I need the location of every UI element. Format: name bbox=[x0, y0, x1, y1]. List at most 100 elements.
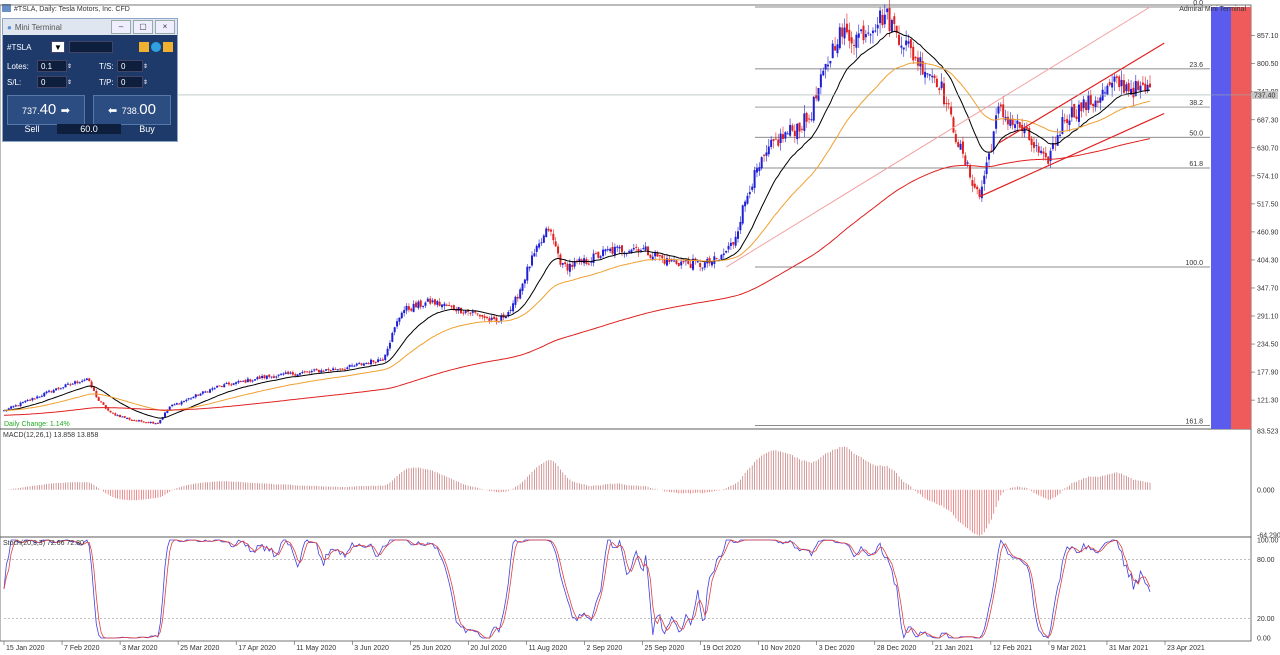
candle-body bbox=[803, 113, 806, 131]
candle-body bbox=[542, 235, 545, 243]
buy-price-box[interactable]: ⬅ 738.00 bbox=[93, 95, 171, 125]
restore-icon[interactable]: ▢ bbox=[133, 20, 153, 34]
close-icon[interactable]: × bbox=[155, 20, 175, 34]
candle-body bbox=[886, 8, 889, 13]
candle-body bbox=[199, 393, 202, 396]
date-tick-label: 15 Jan 2020 bbox=[6, 645, 45, 652]
candle-body bbox=[1025, 127, 1028, 129]
candle-body bbox=[391, 332, 394, 342]
mini-terminal[interactable]: ● Mini Terminal – ▢ × #TSLA ▼ Lotes: 0.1… bbox=[2, 18, 178, 142]
candle-body bbox=[478, 314, 481, 317]
candle-body bbox=[649, 254, 652, 258]
sell-arrow-icon: ➡ bbox=[60, 105, 70, 117]
candle-body bbox=[100, 401, 103, 403]
candle-body bbox=[104, 405, 107, 409]
lots-input[interactable]: 0.1 bbox=[37, 60, 67, 72]
trend-line[interactable] bbox=[725, 6, 1151, 268]
candle-body bbox=[992, 131, 995, 151]
minimize-icon[interactable]: – bbox=[111, 20, 131, 34]
sell-button[interactable]: Sell bbox=[24, 124, 40, 134]
candle-body bbox=[156, 422, 159, 424]
candle-body bbox=[578, 258, 581, 262]
candle-body bbox=[216, 385, 219, 388]
sell-price-box[interactable]: 737.40 ➡ bbox=[7, 95, 85, 125]
candle-body bbox=[341, 368, 344, 370]
candle-body bbox=[1075, 116, 1078, 119]
tp-stepper[interactable]: ⇕ bbox=[143, 79, 149, 86]
mini-terminal-titlebar[interactable]: ● Mini Terminal – ▢ × bbox=[3, 19, 177, 35]
candle-body bbox=[116, 415, 119, 417]
candle-body bbox=[523, 279, 526, 284]
candle-body bbox=[362, 363, 365, 366]
candle-body bbox=[346, 367, 349, 370]
candle-body bbox=[232, 383, 235, 385]
symbol-input[interactable] bbox=[69, 41, 113, 53]
alert-icon[interactable] bbox=[163, 42, 173, 52]
candle-body bbox=[452, 305, 455, 310]
candle-body bbox=[268, 374, 271, 377]
candle-body bbox=[549, 229, 552, 232]
candle-body bbox=[1068, 120, 1071, 126]
candle-body bbox=[26, 400, 29, 402]
tp-input[interactable]: 0 bbox=[117, 76, 143, 88]
candle-body bbox=[481, 314, 484, 317]
candle-body bbox=[1028, 127, 1031, 140]
candle-body bbox=[360, 363, 363, 365]
sl-stepper[interactable]: ⇕ bbox=[67, 79, 73, 86]
candle-body bbox=[448, 304, 451, 306]
candle-body bbox=[853, 44, 856, 46]
date-tick-label: 12 Feb 2021 bbox=[993, 645, 1032, 652]
candle-body bbox=[426, 298, 429, 302]
symbol-dropdown[interactable]: ▼ bbox=[51, 41, 65, 53]
candle-body bbox=[237, 381, 240, 383]
candle-body bbox=[507, 312, 510, 317]
candle-body bbox=[1113, 76, 1116, 82]
candle-body bbox=[1125, 84, 1128, 92]
daily-change-label: Daily Change: 1.14% bbox=[4, 421, 70, 428]
candle-body bbox=[616, 246, 619, 248]
candle-body bbox=[445, 304, 448, 306]
candle-body bbox=[630, 249, 633, 253]
candle-body bbox=[926, 73, 929, 75]
buy-button[interactable]: Buy bbox=[139, 124, 155, 134]
candle-body bbox=[24, 400, 27, 403]
candle-body bbox=[602, 249, 605, 257]
candle-body bbox=[834, 46, 837, 51]
candle-body bbox=[1108, 82, 1111, 86]
candle-body bbox=[464, 311, 467, 313]
channel-upper-line[interactable] bbox=[998, 42, 1165, 144]
candle-body bbox=[358, 363, 361, 365]
candle-body bbox=[599, 256, 602, 258]
candle-body bbox=[1146, 84, 1149, 92]
ts-input[interactable]: 0 bbox=[117, 60, 143, 72]
candle-body bbox=[573, 261, 576, 267]
candle-body bbox=[869, 34, 872, 36]
lots-stepper[interactable]: ⇕ bbox=[67, 63, 73, 70]
candle-body bbox=[656, 252, 659, 257]
candle-body bbox=[725, 250, 728, 253]
channel-lower-line[interactable] bbox=[979, 112, 1165, 198]
candle-body bbox=[194, 394, 197, 398]
candle-body bbox=[935, 78, 938, 88]
candle-body bbox=[604, 249, 607, 252]
candle-body bbox=[1122, 80, 1125, 93]
price-tick-label: 347.70 bbox=[1257, 285, 1279, 292]
candle-body bbox=[1089, 94, 1092, 105]
candle-body bbox=[192, 396, 195, 399]
price-tick-label: 234.50 bbox=[1257, 342, 1279, 349]
candle-body bbox=[763, 154, 766, 156]
candle-body bbox=[1030, 138, 1033, 145]
candle-body bbox=[178, 403, 181, 405]
candle-body bbox=[168, 406, 171, 410]
stoch-axis-label: 0.00 bbox=[1257, 636, 1271, 643]
candle-body bbox=[1094, 100, 1097, 107]
candle-body bbox=[97, 397, 100, 401]
settings-icon[interactable] bbox=[139, 42, 149, 52]
candle-body bbox=[412, 303, 415, 312]
info-icon[interactable] bbox=[151, 42, 161, 52]
date-tick-label: 25 Mar 2020 bbox=[180, 645, 219, 652]
candle-body bbox=[557, 246, 560, 254]
ts-stepper[interactable]: ⇕ bbox=[143, 63, 149, 70]
sl-input[interactable]: 0 bbox=[37, 76, 67, 88]
